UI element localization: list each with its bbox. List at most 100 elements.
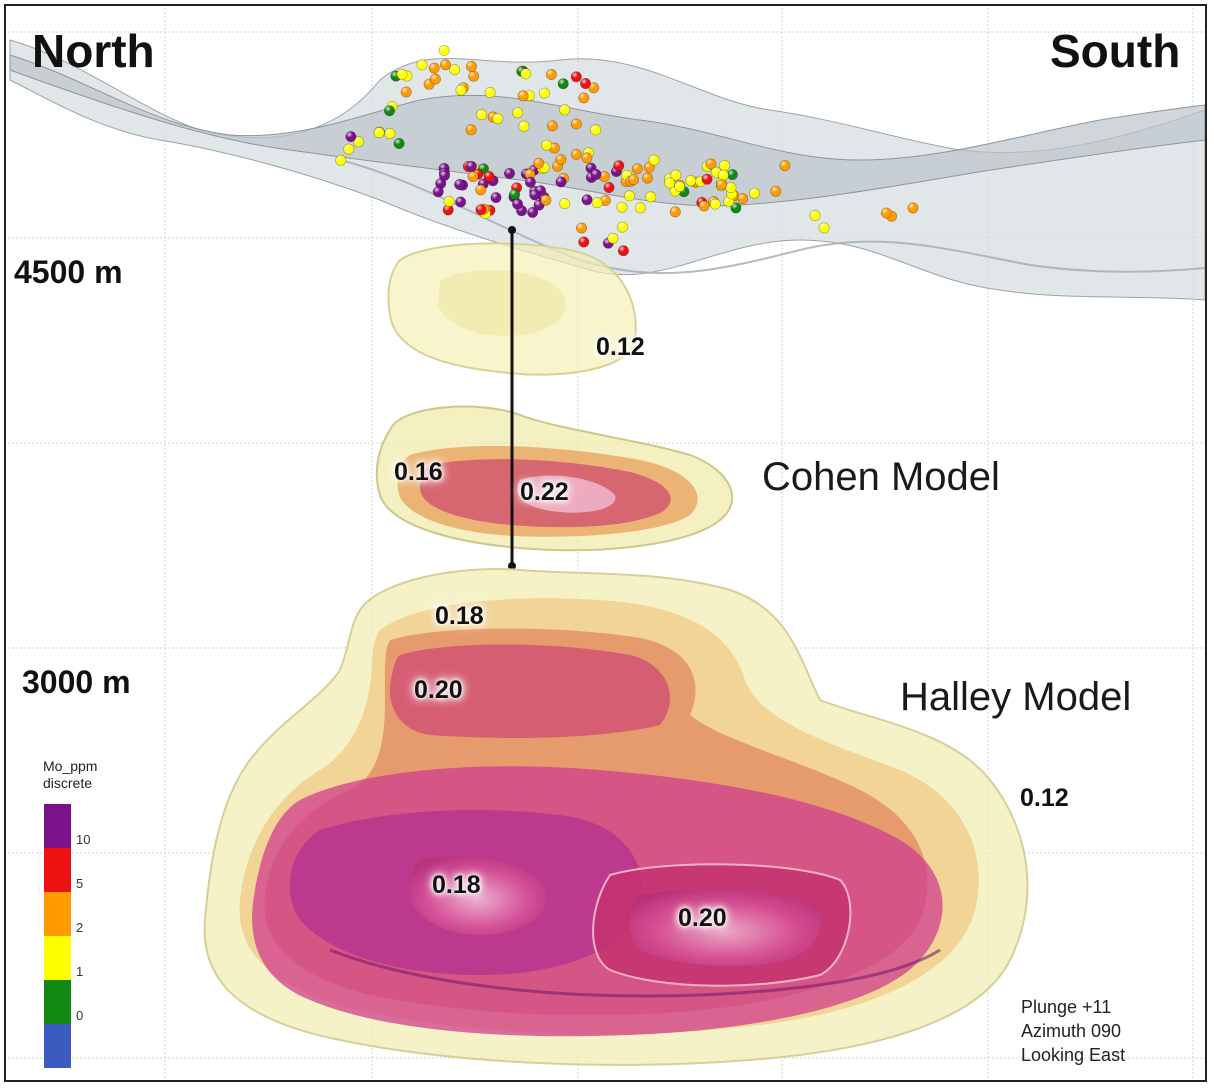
sample-sphere-highlight: [558, 78, 569, 89]
sample-sphere-highlight: [645, 191, 656, 203]
sample-sphere-highlight: [578, 236, 589, 248]
sample-sphere-highlight: [490, 192, 502, 203]
sample-sphere-highlight: [465, 124, 477, 135]
sample-sphere-highlight: [603, 182, 615, 193]
sample-sphere-highlight: [393, 138, 405, 149]
sample-sphere-highlight: [455, 85, 467, 96]
sample-sphere-highlight: [524, 169, 536, 180]
sample-sphere-highlight: [476, 109, 487, 120]
sample-sphere-highlight: [484, 87, 496, 98]
sample-sphere-highlight: [529, 189, 540, 201]
grade-label: 0.18: [435, 602, 484, 630]
sample-sphere-highlight: [512, 107, 523, 118]
grade-label: 0.20: [414, 676, 463, 704]
grade-label: 0.12: [596, 333, 645, 361]
sample-sphere-highlight: [396, 69, 408, 80]
sample-sphere-highlight: [559, 104, 570, 116]
sample-sphere-highlight: [571, 118, 582, 130]
sample-sphere-highlight: [618, 245, 629, 256]
sample-sphere-highlight: [727, 169, 738, 180]
drillhole-samples: [335, 44, 919, 257]
sample-sphere-highlight: [343, 143, 354, 155]
sample-sphere-highlight: [512, 198, 523, 210]
sample-sphere-highlight: [525, 177, 536, 188]
sample-sphere-highlight: [443, 196, 455, 207]
sample-sphere-highlight: [345, 131, 357, 142]
sample-sphere-highlight: [613, 160, 624, 171]
sample-sphere-highlight: [685, 175, 696, 186]
sample-sphere-highlight: [718, 169, 729, 181]
sample-sphere-highlight: [881, 207, 892, 219]
sample-sphere-highlight: [664, 177, 675, 189]
halley-model-shell: [203, 568, 1029, 1066]
cohen-model-label: Cohen Model: [762, 455, 1000, 499]
sample-sphere-highlight: [730, 202, 742, 214]
depth-label-lower: 3000 m: [22, 664, 131, 700]
sample-sphere-highlight: [483, 171, 495, 182]
sample-sphere-highlight: [559, 198, 570, 209]
legend-tick: 2: [76, 920, 84, 935]
sample-sphere-highlight: [518, 120, 530, 132]
sample-sphere-highlight: [648, 154, 660, 166]
sample-sphere-highlight: [590, 169, 602, 180]
halley-model-label: Halley Model: [900, 675, 1132, 719]
legend-swatch: [44, 848, 71, 892]
sample-sphere-highlight: [701, 174, 713, 185]
sample-sphere-highlight: [635, 202, 646, 213]
sample-sphere-highlight: [541, 140, 552, 151]
view-orientation-info: Plunge +11 Azimuth 090 Looking East: [1021, 995, 1125, 1067]
topographic-surface: [9, 39, 1206, 301]
sample-sphere-highlight: [517, 90, 529, 102]
sample-sphere-highlight: [466, 61, 477, 72]
sample-sphere-highlight: [624, 190, 635, 202]
sample-sphere-highlight: [907, 202, 919, 214]
sample-sphere-highlight: [607, 233, 619, 244]
plunge-text: Plunge +11: [1021, 997, 1112, 1017]
sample-sphere-highlight: [571, 71, 582, 83]
legend-swatch: [44, 980, 71, 1024]
legend-swatch: [44, 804, 71, 848]
looking-text: Looking East: [1021, 1045, 1126, 1065]
sample-sphere-highlight: [779, 160, 791, 171]
sample-sphere-highlight: [628, 174, 639, 185]
sample-sphere-highlight: [670, 206, 681, 218]
legend-swatch: [44, 936, 71, 980]
sample-sphere-highlight: [749, 188, 760, 199]
grade-label: 0.20: [678, 904, 727, 932]
grade-label: 0.18: [432, 871, 481, 899]
sample-sphere-highlight: [455, 196, 466, 208]
sample-sphere-highlight: [670, 169, 681, 181]
sample-sphere-highlight: [527, 207, 538, 218]
sample-sphere-highlight: [509, 189, 520, 200]
sample-sphere-highlight: [539, 87, 550, 99]
sample-sphere-highlight: [335, 155, 346, 166]
legend-title: Mo_ppm discrete: [43, 758, 97, 792]
azimuth-text: Azimuth 090: [1021, 1021, 1122, 1041]
grade-label: 0.16: [394, 458, 443, 486]
sample-sphere-highlight: [698, 200, 710, 212]
sample-sphere-highlight: [467, 171, 479, 182]
sample-sphere-highlight: [384, 105, 395, 116]
sample-sphere-highlight: [468, 71, 479, 82]
sample-sphere-highlight: [809, 210, 821, 221]
sample-sphere-highlight: [632, 163, 643, 174]
sample-sphere-highlight: [555, 176, 567, 188]
sample-sphere-highlight: [520, 68, 531, 80]
sample-sphere-highlight: [533, 158, 544, 169]
sample-sphere-highlight: [547, 120, 558, 132]
sample-sphere-highlight: [600, 195, 611, 206]
legend-tick: 5: [76, 876, 84, 891]
sample-sphere-highlight: [719, 160, 730, 171]
legend-title-line2: discrete: [43, 775, 93, 791]
sample-sphere-highlight: [725, 182, 737, 193]
sample-sphere-highlight: [433, 186, 444, 197]
sample-sphere-highlight: [384, 128, 396, 139]
sample-sphere-highlight: [576, 222, 587, 234]
sample-sphere-highlight: [504, 168, 515, 179]
sample-sphere-highlight: [466, 161, 477, 172]
sample-sphere-highlight: [546, 69, 557, 80]
legend-tick: 1: [76, 964, 84, 979]
sample-sphere-highlight: [416, 59, 428, 71]
sample-sphere-highlight: [439, 45, 450, 56]
